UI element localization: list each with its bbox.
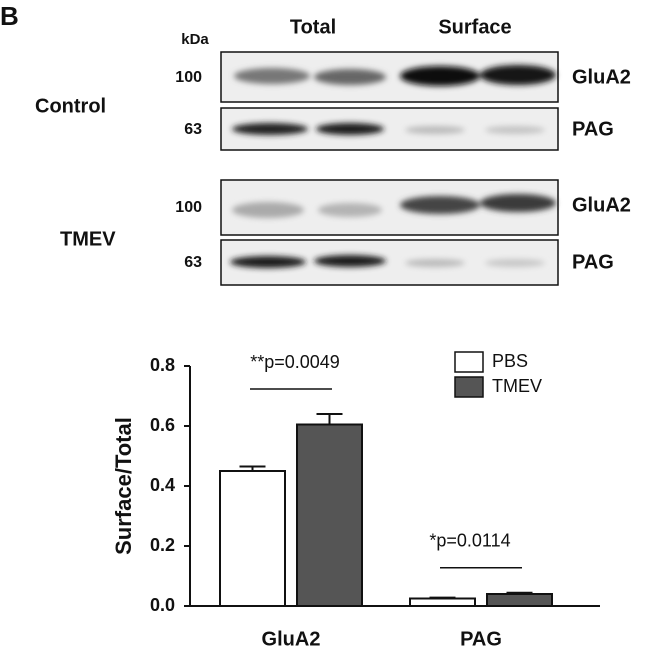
size-marker: 100 bbox=[175, 199, 202, 216]
band bbox=[480, 65, 556, 85]
x-tick-label: GluA2 bbox=[262, 628, 321, 650]
column-header: Surface bbox=[438, 16, 511, 38]
band bbox=[400, 196, 480, 214]
bar bbox=[409, 597, 476, 607]
y-axis-label: Surface/Total bbox=[111, 417, 136, 555]
y-tick-label: 0.4 bbox=[150, 475, 175, 495]
band bbox=[400, 66, 480, 86]
bar bbox=[486, 593, 553, 607]
size-marker: 63 bbox=[184, 121, 202, 138]
blot-strips bbox=[220, 51, 559, 286]
bar bbox=[219, 470, 286, 607]
band bbox=[232, 202, 304, 218]
band bbox=[405, 259, 465, 267]
band bbox=[234, 68, 310, 84]
legend-label: PBS bbox=[492, 351, 528, 371]
size-marker: 100 bbox=[175, 69, 202, 86]
band bbox=[314, 255, 386, 267]
band bbox=[485, 259, 545, 267]
panel-label: B bbox=[0, 1, 19, 31]
x-tick-label: PAG bbox=[460, 628, 502, 650]
legend-swatch bbox=[454, 351, 484, 373]
group-label: Control bbox=[35, 95, 106, 117]
column-header: Total bbox=[290, 16, 336, 38]
y-tick-label: 0.0 bbox=[150, 595, 175, 615]
band bbox=[485, 126, 545, 134]
band bbox=[318, 203, 382, 217]
y-tick-label: 0.2 bbox=[150, 535, 175, 555]
legend-swatch bbox=[454, 376, 484, 398]
bands bbox=[230, 65, 556, 268]
y-tick-label: 0.8 bbox=[150, 355, 175, 375]
group-label: TMEV bbox=[60, 228, 116, 250]
bar bbox=[296, 423, 363, 607]
band bbox=[480, 194, 556, 212]
band bbox=[316, 123, 384, 135]
protein-label: GluA2 bbox=[572, 194, 631, 216]
markers: 100 63 100 63 bbox=[175, 69, 202, 271]
protein-label: PAG bbox=[572, 118, 614, 140]
y-tick-label: 0.6 bbox=[150, 415, 175, 435]
size-marker: 63 bbox=[184, 254, 202, 271]
annotation: *p=0.0114 bbox=[429, 531, 510, 551]
protein-label: GluA2 bbox=[572, 66, 631, 88]
proteins: GluA2 PAG GluA2 PAG bbox=[572, 66, 631, 273]
band bbox=[232, 123, 308, 135]
annotation: **p=0.0049 bbox=[250, 352, 340, 372]
error-bar bbox=[316, 413, 343, 425]
band bbox=[405, 126, 465, 134]
legend-label: TMEV bbox=[492, 376, 542, 396]
protein-label: PAG bbox=[572, 251, 614, 273]
unit-label: kDa bbox=[181, 31, 209, 48]
band bbox=[314, 69, 386, 85]
band bbox=[230, 256, 306, 268]
